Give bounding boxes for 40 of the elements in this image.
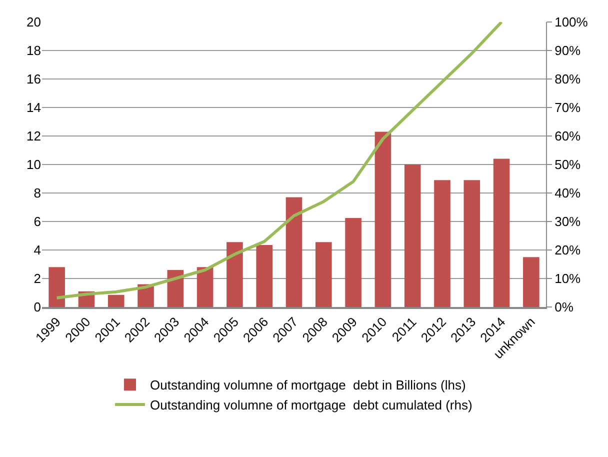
y2-tick-label: 10% [554, 271, 582, 286]
bar [434, 180, 450, 307]
y-tick-label: 2 [34, 271, 41, 286]
bar [196, 267, 214, 307]
y-tick-label: 18 [26, 43, 41, 58]
y2-tick-label: 60% [554, 128, 582, 144]
y2-tick-label: 30% [554, 214, 582, 230]
y-tick-label: 16 [26, 72, 41, 87]
y-tick-label: 12 [26, 128, 41, 144]
bar [404, 164, 421, 307]
y-tick-label: 0 [34, 300, 41, 315]
bar [167, 270, 184, 307]
bar [315, 242, 332, 307]
legend-label: Outstanding volumne of mortgage debt cumulated (rhs) [150, 398, 472, 413]
legend-label: Outstanding volumne of mortgage debt in Billions (lhs) [150, 378, 466, 393]
line-series [55, 22, 504, 300]
bar [374, 132, 392, 307]
y-tick-label: 6 [34, 214, 41, 230]
bar [108, 294, 124, 307]
bar [464, 180, 480, 307]
bar [256, 245, 273, 307]
y2-tick-label: 80% [554, 72, 582, 87]
y2-tick-label: 40% [554, 186, 582, 201]
y-tick-label: 8 [34, 186, 41, 201]
bar [226, 242, 243, 307]
y2-tick-label: 0% [554, 300, 574, 315]
y2-tick-label: 50% [554, 157, 582, 172]
y-tick-label: 10 [26, 157, 41, 172]
y-tick-label: 14 [26, 100, 41, 116]
y2-tick-label: 100% [554, 14, 588, 30]
bar [523, 257, 540, 307]
bar [345, 218, 362, 307]
bar [48, 267, 65, 307]
y2-tick-label: 90% [554, 43, 582, 58]
y2-tick-label: 70% [554, 100, 582, 116]
y2-tick-label: 20% [554, 242, 582, 258]
y-tick-label: 4 [34, 242, 41, 258]
bar [493, 158, 510, 307]
y-tick-label: 20 [26, 14, 41, 30]
bar [286, 197, 302, 307]
